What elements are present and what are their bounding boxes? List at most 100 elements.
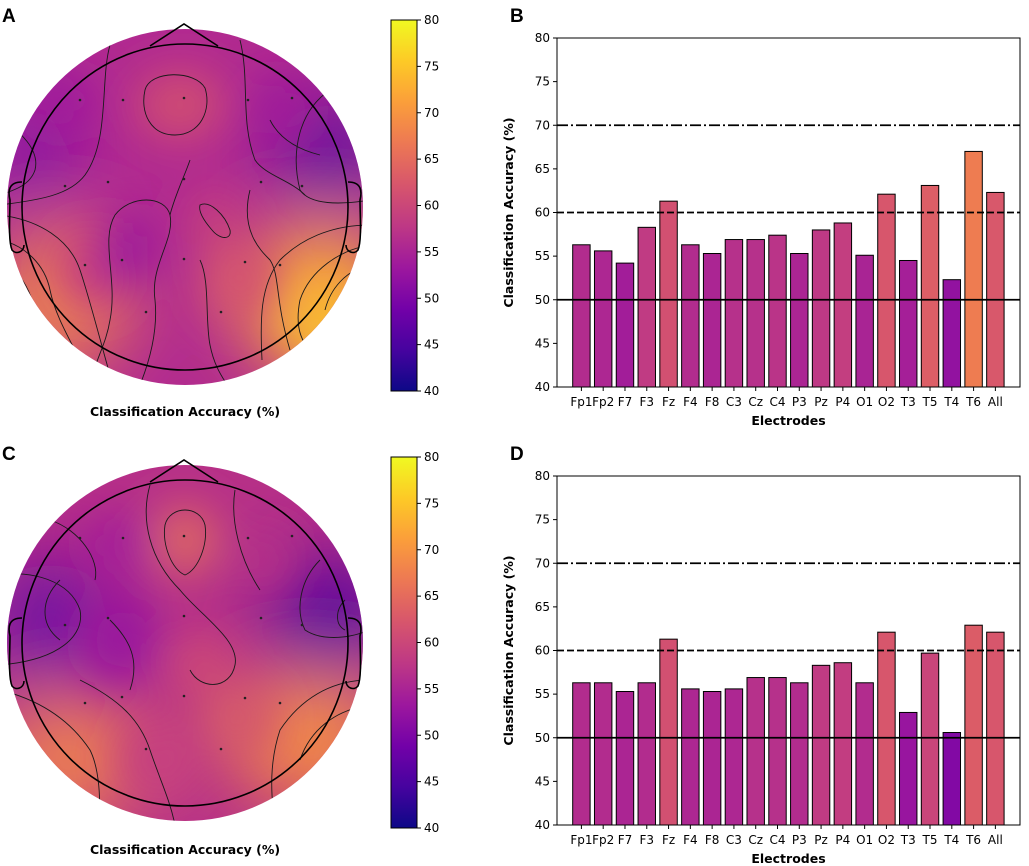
x-tick-label: All xyxy=(988,395,1003,409)
panel-a: A xyxy=(2,6,439,419)
bar-all xyxy=(986,191,1005,388)
x-tick-label: T5 xyxy=(922,833,938,847)
bar-fp2 xyxy=(593,250,613,388)
x-tick-label: T5 xyxy=(922,395,938,409)
colorbar-a: 40 45 50 55 60 65 70 75 80 xyxy=(390,13,439,398)
panel-d: D 40 45 50 55 60 65 70 75 80 Fp1 Fp2 F7 F3 Fz F4 F8 C3 Cz… xyxy=(501,444,1021,866)
x-tick-label: F4 xyxy=(683,833,698,847)
x-axis-label: Electrodes xyxy=(751,413,825,428)
bar-chart-b: 40 45 50 55 60 65 70 75 80 Fp1 Fp2 F7 F3 Fz F4 F8 C3 Cz C4… xyxy=(501,31,1021,428)
x-tick-label: All xyxy=(988,833,1003,847)
bar-fz xyxy=(659,200,678,388)
bar-f3 xyxy=(637,226,656,388)
colorbar-tick-label: 60 xyxy=(424,199,439,213)
colorbar-a-gradient xyxy=(390,19,418,392)
bar-pz xyxy=(811,229,831,388)
bar-fz xyxy=(659,638,678,826)
x-tick-label: C3 xyxy=(726,833,742,847)
colorbar-tick-label: 60 xyxy=(424,636,439,650)
bar-t6 xyxy=(964,624,983,826)
bar-fp1 xyxy=(572,682,591,826)
bar-all xyxy=(986,631,1005,826)
panel-label-b: B xyxy=(510,6,524,27)
bar-t4 xyxy=(942,732,962,826)
bar-f7 xyxy=(615,691,635,826)
x-tick-label: F7 xyxy=(618,833,633,847)
y-tick-label: 60 xyxy=(535,644,550,658)
colorbar-tick-label: 70 xyxy=(424,106,439,120)
y-tick-label: 75 xyxy=(535,75,550,89)
bar-f4 xyxy=(681,688,700,826)
y-tick-label: 75 xyxy=(535,513,550,527)
bar-t3 xyxy=(899,711,918,826)
x-tick-label: P3 xyxy=(792,833,807,847)
colorbar-tick-label: 80 xyxy=(424,450,439,464)
bar-fp1 xyxy=(572,244,591,388)
bar-f3 xyxy=(637,682,656,826)
colorbar-c: 40 45 50 55 60 65 70 75 80 xyxy=(390,450,439,835)
x-tick-label: F4 xyxy=(683,395,698,409)
panel-label-a: A xyxy=(2,6,16,27)
bar-f8 xyxy=(702,253,722,388)
y-tick-label: 70 xyxy=(535,556,550,570)
x-tick-label: Fz xyxy=(662,833,675,847)
bar-t4 xyxy=(942,279,962,388)
bar-c4 xyxy=(768,234,787,388)
x-tick-label: T4 xyxy=(943,395,959,409)
x-tick-label: Pz xyxy=(814,833,828,847)
bar-p3 xyxy=(790,253,809,388)
colorbar-tick-label: 40 xyxy=(424,384,439,398)
bar-f4 xyxy=(681,244,700,388)
x-tick-label: O2 xyxy=(878,833,895,847)
colorbar-tick-label: 45 xyxy=(424,775,439,789)
colorbar-c-gradient xyxy=(390,456,418,829)
colorbar-tick-label: 65 xyxy=(424,152,439,166)
bar-p4 xyxy=(833,662,853,826)
colorbar-c-ticks: 40 45 50 55 60 65 70 75 80 xyxy=(417,450,439,835)
bar-o2 xyxy=(877,193,896,388)
y-tick-label: 40 xyxy=(535,380,550,394)
topomap-a-xlabel: Classification Accuracy (%) xyxy=(90,404,280,419)
bar-pz xyxy=(811,664,831,826)
y-tick-label: 50 xyxy=(535,731,550,745)
y-tick-label: 70 xyxy=(535,118,550,132)
bar-t5 xyxy=(920,652,940,826)
y-tick-label: 65 xyxy=(535,600,550,614)
bar-fp2 xyxy=(593,682,613,826)
x-tick-label: P3 xyxy=(792,395,807,409)
colorbar-tick-label: 55 xyxy=(424,682,439,696)
x-tick-label: F7 xyxy=(618,395,633,409)
topomap-c-xlabel: Classification Accuracy (%) xyxy=(90,842,280,857)
colorbar-tick-label: 50 xyxy=(424,728,439,742)
x-tick-label: F8 xyxy=(705,395,720,409)
panel-b: B 40 45 50 55 60 65 70 75 80 Fp1 Fp2 F7 F3 Fz F4 F8 C3 Cz… xyxy=(501,6,1021,428)
x-tick-label: F3 xyxy=(639,833,654,847)
x-tick-label: Fp2 xyxy=(592,395,614,409)
x-tick-label: O1 xyxy=(856,395,873,409)
x-axis-label: Electrodes xyxy=(751,851,825,866)
colorbar-tick-label: 80 xyxy=(424,13,439,27)
bar-cz xyxy=(746,677,765,826)
x-tick-label: Fp1 xyxy=(570,395,592,409)
colorbar-tick-label: 75 xyxy=(424,496,439,510)
colorbar-tick-label: 75 xyxy=(424,59,439,73)
x-tick-label: Pz xyxy=(814,395,828,409)
x-tick-label: P4 xyxy=(835,833,850,847)
bar-p3 xyxy=(790,682,809,826)
colorbar-tick-label: 50 xyxy=(424,291,439,305)
colorbar-tick-label: 55 xyxy=(424,245,439,259)
x-tick-label: Cz xyxy=(748,395,763,409)
y-tick-label: 55 xyxy=(535,687,550,701)
y-tick-label: 60 xyxy=(535,206,550,220)
x-tick-label: P4 xyxy=(835,395,850,409)
x-tick-label: T4 xyxy=(943,833,959,847)
bar-p4 xyxy=(833,222,853,388)
x-tick-label: Fz xyxy=(662,395,675,409)
y-tick-label: 50 xyxy=(535,293,550,307)
panel-label-c: C xyxy=(2,444,16,465)
colorbar-tick-label: 45 xyxy=(424,338,439,352)
x-tick-label: T6 xyxy=(965,833,981,847)
y-tick-label: 45 xyxy=(535,336,550,350)
y-tick-label: 65 xyxy=(535,162,550,176)
x-tick-label: T6 xyxy=(965,395,981,409)
